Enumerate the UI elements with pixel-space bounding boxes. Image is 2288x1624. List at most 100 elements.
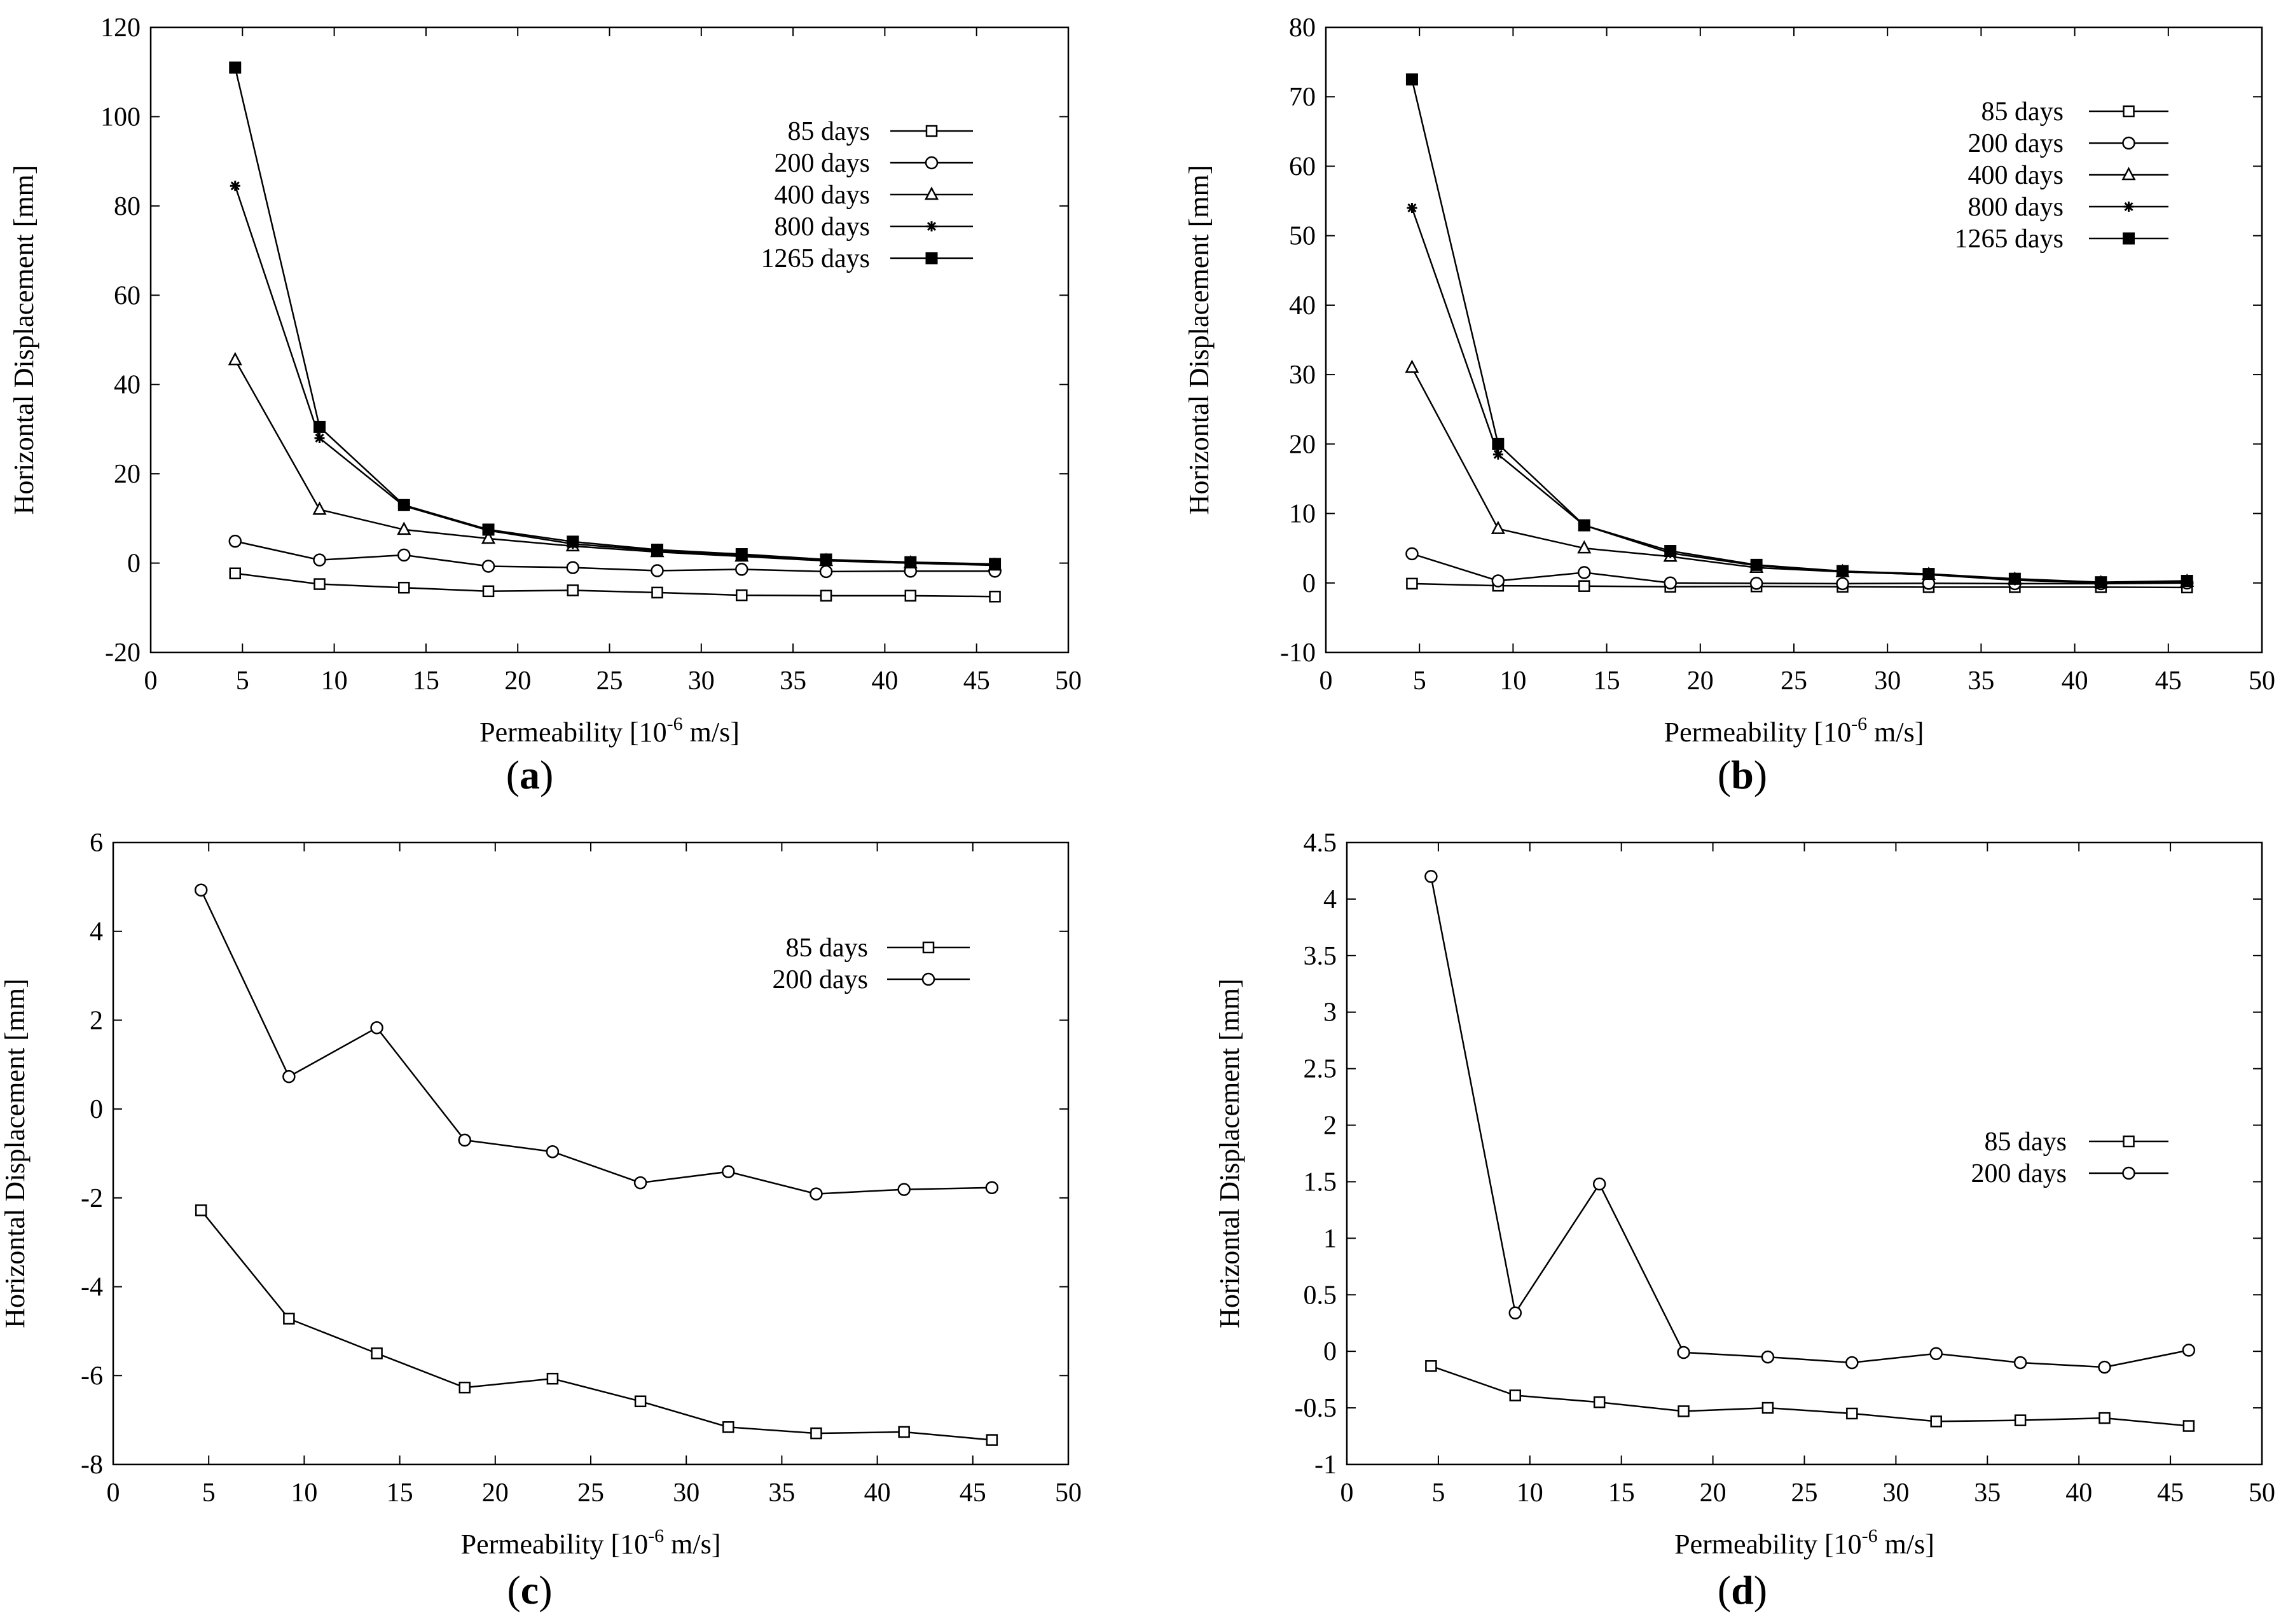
- y-tick-label: -10: [1280, 638, 1316, 668]
- data-point: [1425, 1360, 1437, 1372]
- subfigure-label-letter: d: [1731, 1567, 1754, 1613]
- data-point: [989, 590, 1001, 603]
- data-point: [1405, 359, 1419, 373]
- data-point: [819, 565, 833, 579]
- legend-marker: [2121, 167, 2136, 181]
- x-tick-label: 35: [1968, 666, 1994, 696]
- data-point: [314, 420, 326, 433]
- x-tick-label: 20: [504, 666, 531, 696]
- chart-panel-c: 0 5 10 15 20 25 30 35 40 45 50 -8 -6 -4 -2 0 2 4 6 Permeabi…: [0, 829, 1082, 1613]
- x-tick-label: 35: [768, 1478, 795, 1508]
- legend-label: 200 days: [1971, 1159, 2067, 1188]
- data-point: [1836, 577, 1849, 591]
- data-point: [1406, 577, 1418, 590]
- data-point: [735, 548, 748, 561]
- data-point: [1664, 576, 1677, 590]
- data-point: [458, 1381, 471, 1394]
- y-tick-label: 30: [1289, 361, 1316, 390]
- data-point: [195, 1204, 207, 1216]
- legend-marker: [2123, 105, 2135, 118]
- subfigure-label: (c): [507, 1567, 552, 1613]
- data-point: [736, 589, 748, 602]
- x-tick-label: 30: [1874, 666, 1901, 696]
- data-point: [1845, 1356, 1859, 1370]
- x-tick-label: 10: [321, 666, 348, 696]
- y-tick-label: -20: [105, 638, 141, 668]
- data-point: [2095, 576, 2107, 589]
- legend-marker: [925, 252, 938, 265]
- data-point: [986, 1434, 998, 1446]
- data-point: [397, 548, 411, 562]
- x-tick-label: 50: [2249, 1478, 2275, 1508]
- data-point: [1578, 580, 1590, 592]
- y-tick-label: 2: [1323, 1111, 1337, 1141]
- y-tick-label: 0: [127, 549, 141, 579]
- series-line: [1430, 876, 2189, 1368]
- data-point: [1578, 519, 1590, 532]
- data-point: [482, 523, 495, 536]
- x-tick-label: 40: [2065, 1478, 2092, 1508]
- legend-label: 400 days: [1968, 161, 2064, 190]
- x-tick-label: 5: [1413, 666, 1426, 696]
- y-tick-label: -6: [81, 1361, 103, 1391]
- data-point: [314, 578, 326, 590]
- data-point: [904, 589, 917, 602]
- data-point: [1761, 1401, 1774, 1414]
- y-tick-label: 6: [90, 829, 103, 858]
- data-point: [1577, 540, 1592, 554]
- x-tick-label: 25: [1791, 1478, 1818, 1508]
- data-point: [1837, 565, 1849, 577]
- y-tick-label: 1.5: [1304, 1167, 1337, 1197]
- x-tick-label: 30: [673, 1478, 699, 1508]
- data-point: [1678, 1405, 1690, 1417]
- series-line: [235, 540, 995, 573]
- data-point: [904, 556, 917, 568]
- x-tick-label: 0: [144, 666, 158, 696]
- x-tick-label: 50: [2249, 666, 2275, 696]
- subfigure-label-close: ): [1754, 752, 1767, 797]
- x-tick-label: 45: [2157, 1478, 2184, 1508]
- y-tick-label: 4: [1323, 885, 1337, 914]
- data-point: [482, 585, 495, 598]
- legend-marker: [924, 186, 939, 200]
- data-point: [313, 553, 326, 567]
- x-tick-label: 0: [1320, 666, 1333, 696]
- series-800-days: [230, 181, 1000, 570]
- y-tick-label: -4: [81, 1273, 103, 1302]
- subfigure-label: (d): [1718, 1567, 1767, 1613]
- y-tick-label: 60: [114, 281, 141, 310]
- data-point: [1664, 545, 1677, 558]
- subfigure-label-close: ): [539, 1567, 552, 1613]
- data-point: [282, 1070, 296, 1084]
- data-point: [2013, 1356, 2027, 1370]
- x-tick-label: 40: [871, 666, 898, 696]
- y-tick-label: 120: [100, 13, 141, 43]
- series-200-days: [228, 534, 1002, 579]
- data-point: [1593, 1396, 1606, 1408]
- data-point: [810, 1427, 822, 1440]
- y-tick-label: 0: [90, 1095, 103, 1124]
- data-point: [194, 883, 208, 897]
- y-tick-label: 0.5: [1304, 1281, 1337, 1310]
- data-point: [820, 589, 832, 602]
- y-tick-label: 20: [114, 460, 141, 489]
- chart-panel-b: 0 5 10 15 20 25 30 35 40 45 50-1001020304050607080…: [1183, 13, 2275, 797]
- data-point: [1508, 1306, 1522, 1319]
- data-point: [651, 586, 663, 599]
- data-point: [398, 581, 410, 594]
- series-85-days: [1425, 1360, 2195, 1432]
- data-point: [229, 567, 242, 579]
- y-axis-title: Horizontal Displacement [mm]: [8, 165, 39, 515]
- x-axis-title-main: Permeability [10: [461, 1529, 649, 1560]
- chart-panel-d: 0 5 10 15 20 25 30 35 40 45 50 -1 -0.5 0 0.5 1 1.5 2 2.5 3 3…: [1214, 829, 2275, 1613]
- data-point: [228, 534, 242, 548]
- y-tick-label: -1: [1314, 1450, 1337, 1480]
- y-tick-label: -8: [81, 1450, 103, 1480]
- x-tick-label: 0: [1340, 1478, 1354, 1508]
- legend-label: 85 days: [788, 117, 871, 146]
- data-point: [1407, 202, 1417, 213]
- subfigure-label-close: ): [540, 752, 553, 797]
- legend-label: 200 days: [775, 149, 871, 178]
